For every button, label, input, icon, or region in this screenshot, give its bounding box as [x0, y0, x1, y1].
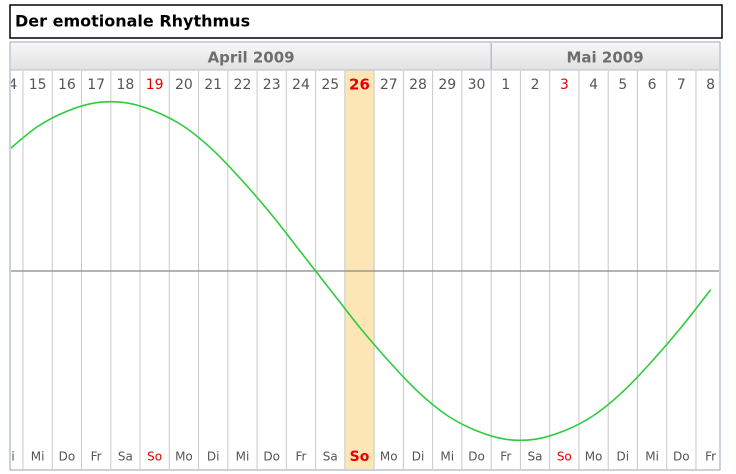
weekday-label: Di — [617, 450, 630, 464]
day-number: 15 — [29, 77, 47, 93]
weekday-label: Mi — [440, 450, 454, 464]
weekday-label: Di — [412, 450, 425, 464]
weekday-label: Do — [59, 450, 76, 464]
title-box — [9, 4, 723, 39]
weekday-label: Fr — [500, 450, 511, 464]
weekday-label: Do — [263, 450, 280, 464]
chart-title: Der emotionale Rhythmus — [15, 12, 250, 31]
weekday-label: Di — [207, 450, 220, 464]
day-number: 22 — [234, 77, 252, 93]
day-number: 4 — [589, 77, 598, 93]
weekday-label: Mi — [31, 450, 45, 464]
day-number: 20 — [175, 77, 193, 93]
weekday-label: Sa — [528, 450, 543, 464]
day-number: 30 — [468, 77, 486, 93]
day-number: 28 — [409, 77, 427, 93]
day-number: 16 — [58, 77, 76, 93]
day-number: 17 — [87, 77, 105, 93]
weekday-label: Mo — [175, 450, 193, 464]
weekday-label: Mo — [380, 450, 398, 464]
day-number: 1 — [501, 77, 510, 93]
day-number: 21 — [204, 77, 222, 93]
weekday-label: So — [557, 450, 572, 464]
day-number: 26 — [349, 76, 370, 94]
month-label: April 2009 — [208, 49, 295, 67]
day-number: 6 — [648, 77, 657, 93]
day-number: 27 — [380, 77, 398, 93]
day-number: 29 — [438, 77, 456, 93]
weekday-label: Do — [468, 450, 485, 464]
rhythm-line — [11, 100, 712, 442]
weekday-label: So — [147, 450, 162, 464]
plot-area: April 2009 Mai 200914Di15Mi16Do17Fr18Sa19… — [0, 43, 719, 469]
day-number: 5 — [618, 77, 627, 93]
weekday-label: Mi — [236, 450, 250, 464]
weekday-label: Sa — [118, 450, 133, 464]
day-number: 8 — [706, 77, 715, 93]
today-highlight — [344, 70, 375, 469]
weekday-label: Fr — [91, 450, 102, 464]
weekday-label: Fr — [295, 450, 306, 464]
weekday-label: Mo — [585, 450, 603, 464]
weekday-label: Mi — [645, 450, 659, 464]
day-number: 18 — [116, 77, 134, 93]
weekday-label: Di — [2, 450, 15, 464]
weekday-label: Fr — [705, 450, 716, 464]
day-number: 19 — [146, 77, 164, 93]
weekday-label: So — [350, 449, 370, 465]
day-number: 14 — [0, 77, 17, 93]
weekday-label: Do — [673, 450, 690, 464]
month-label: Mai 2009 — [566, 49, 643, 67]
day-number: 24 — [292, 77, 310, 93]
month-band — [11, 43, 719, 70]
weekday-label: Sa — [323, 450, 338, 464]
day-number: 7 — [677, 77, 686, 93]
day-number: 23 — [263, 77, 281, 93]
day-number: 2 — [531, 77, 540, 93]
day-number: 3 — [560, 77, 569, 93]
day-number: 25 — [321, 77, 339, 93]
